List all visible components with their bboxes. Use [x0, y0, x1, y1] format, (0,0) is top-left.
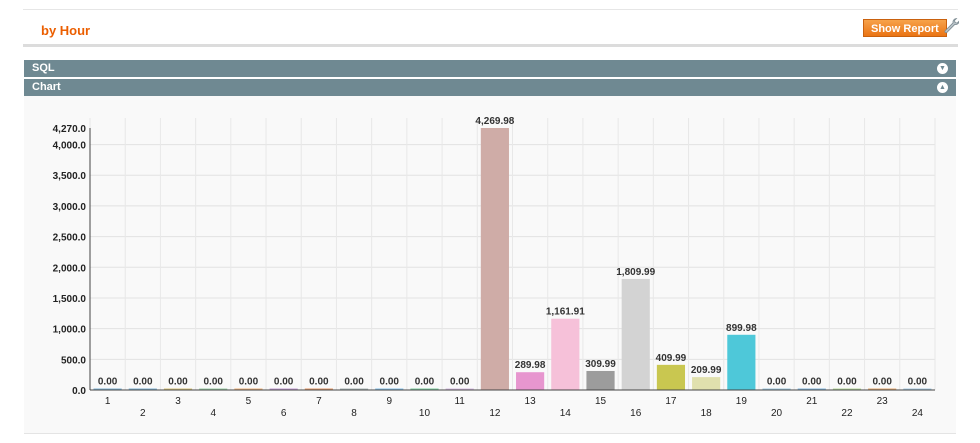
- bar: [163, 388, 193, 390]
- bar-value-label: 1,809.99: [616, 267, 655, 278]
- sql-section-header[interactable]: SQL ▼: [24, 60, 956, 77]
- bar: [551, 318, 580, 390]
- bar-value-label: 899.98: [726, 323, 757, 334]
- y-tick-label: 1,000.0: [53, 325, 87, 336]
- bar-value-label: 1,161.91: [546, 307, 585, 318]
- bar: [480, 128, 509, 390]
- x-tick-label: 8: [351, 408, 357, 419]
- x-tick-label: 22: [841, 408, 853, 419]
- bar: [234, 388, 263, 390]
- bar-value-label: 409.99: [656, 353, 687, 364]
- bar-value-label: 0.00: [908, 377, 928, 388]
- y-tick-label: 2,000.0: [53, 263, 87, 274]
- x-tick-label: 5: [246, 396, 252, 407]
- sql-section-label: SQL: [32, 62, 55, 74]
- bar: [445, 388, 474, 390]
- bar-value-label: 0.00: [802, 377, 822, 388]
- bar: [903, 388, 932, 390]
- bar: [692, 377, 721, 390]
- bar: [656, 364, 686, 390]
- y-max-label: 4,270.0: [53, 124, 87, 135]
- x-tick-label: 3: [175, 396, 181, 407]
- x-tick-label: 13: [525, 396, 537, 407]
- bar-value-label: 0.00: [168, 377, 188, 388]
- y-tick-label: 3,000.0: [53, 202, 87, 213]
- bar: [868, 388, 897, 390]
- report-header: by Hour Show Report: [23, 10, 959, 47]
- bar-value-label: 0.00: [239, 377, 259, 388]
- bar-value-label: 0.00: [837, 377, 857, 388]
- bar-value-label: 0.00: [450, 377, 470, 388]
- bar-value-label: 0.00: [274, 377, 294, 388]
- y-tick-label: 3,500.0: [53, 171, 87, 182]
- bar-value-label: 0.00: [767, 377, 787, 388]
- x-tick-label: 21: [806, 396, 818, 407]
- collapse-icon[interactable]: ▲: [937, 82, 948, 93]
- bar-value-label: 209.99: [691, 365, 722, 376]
- x-tick-label: 23: [877, 396, 889, 407]
- bar-value-label: 289.98: [515, 360, 546, 371]
- x-tick-label: 19: [736, 396, 748, 407]
- bar: [410, 388, 439, 390]
- bar: [832, 388, 862, 390]
- bar: [586, 370, 615, 390]
- x-tick-label: 15: [595, 396, 607, 407]
- bar-value-label: 0.00: [380, 377, 400, 388]
- x-tick-label: 7: [316, 396, 322, 407]
- bar-value-label: 0.00: [203, 377, 223, 388]
- x-tick-label: 10: [419, 408, 431, 419]
- bar-value-label: 0.00: [133, 377, 153, 388]
- x-tick-label: 14: [560, 408, 572, 419]
- bar-value-label: 0.00: [98, 377, 118, 388]
- y-tick-label: 500.0: [61, 355, 86, 366]
- x-tick-label: 17: [665, 396, 677, 407]
- x-tick-label: 12: [489, 408, 501, 419]
- bar: [304, 388, 333, 390]
- bar: [93, 388, 122, 390]
- bar: [269, 388, 298, 390]
- bar-chart: 0.0 500.0 1,000.0 1,500.0 2,000.0 2,500.0 3,00…: [53, 116, 936, 419]
- bar: [727, 334, 756, 390]
- x-tick-label: 4: [210, 408, 216, 419]
- bar: [128, 388, 157, 390]
- top-divider: [23, 9, 958, 10]
- bar: [797, 388, 826, 390]
- y-tick-label: 2,500.0: [53, 233, 87, 244]
- x-tick-label: 20: [771, 408, 783, 419]
- x-tick-label: 1: [105, 396, 111, 407]
- bar-value-label: 309.99: [585, 359, 616, 370]
- chart-section-header[interactable]: Chart ▲: [24, 79, 956, 96]
- bar-value-label: 0.00: [344, 377, 364, 388]
- chart-panel: 0.0 500.0 1,000.0 1,500.0 2,000.0 2,500.0 3,00…: [24, 96, 956, 434]
- bar: [516, 372, 545, 390]
- x-tick-label: 11: [454, 396, 465, 407]
- wrench-icon[interactable]: [943, 17, 959, 33]
- chart-section-label: Chart: [32, 81, 61, 93]
- bar: [375, 388, 404, 390]
- x-tick-label: 2: [140, 408, 146, 419]
- x-tick-label: 24: [912, 408, 924, 419]
- bar-value-label: 4,269.98: [475, 116, 514, 127]
- y-tick-label: 0.0: [72, 386, 86, 397]
- bar: [339, 388, 369, 390]
- y-tick-label: 4,000.0: [53, 141, 87, 152]
- x-tick-label: 16: [630, 408, 642, 419]
- bar-value-label: 0.00: [309, 377, 329, 388]
- bar-value-label: 0.00: [872, 377, 892, 388]
- x-tick-label: 18: [701, 408, 713, 419]
- bar: [762, 388, 791, 390]
- show-report-button[interactable]: Show Report: [863, 19, 947, 37]
- bar: [621, 278, 650, 390]
- expand-icon[interactable]: ▼: [937, 63, 948, 74]
- bar: [199, 388, 228, 390]
- bar-value-label: 0.00: [415, 377, 435, 388]
- y-tick-label: 1,500.0: [53, 294, 87, 305]
- x-tick-label: 9: [386, 396, 392, 407]
- page-title: by Hour: [41, 23, 91, 38]
- x-tick-label: 6: [281, 408, 287, 419]
